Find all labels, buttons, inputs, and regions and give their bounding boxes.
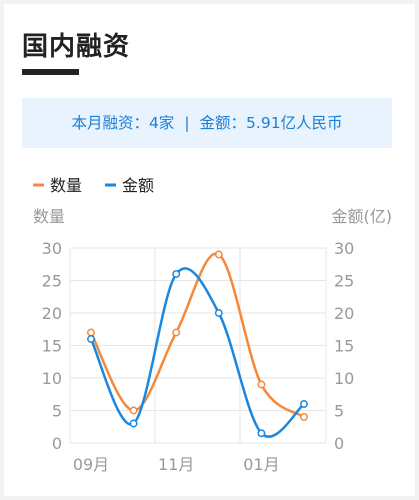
y-tick-left: 30 [42,239,62,258]
data-point-s2-2[interactable] [129,419,138,428]
y-tick-left: 25 [42,272,62,291]
data-point-s1-4[interactable] [214,250,223,259]
y-tick-left: 0 [52,434,62,453]
data-point-s2-6[interactable] [300,400,308,408]
data-point-s2-1[interactable] [87,335,95,343]
legend-label-2: 金额 [122,176,154,195]
data-point-s1-3[interactable] [172,328,181,337]
financing-card [4,4,415,496]
y-tick-right: 20 [334,304,354,323]
data-point-s1-6[interactable] [300,413,308,421]
y-tick-right: 10 [334,369,354,388]
data-point-s1-5[interactable] [257,380,266,389]
data-point-s1-1[interactable] [87,328,95,337]
y-axis-left-title: 数量 [33,207,65,226]
monthly-count-text: 本月融资：4家 [71,114,175,132]
y-axis-right-title: 金额(亿) [332,207,393,226]
series-line-2 [89,267,305,438]
data-point-s2-4[interactable] [214,309,223,317]
y-tick-right: 15 [334,337,354,356]
y-tick-left: 10 [42,369,62,388]
title-underline [22,69,79,75]
y-tick-right: 30 [334,239,354,258]
x-tick-label: 01月 [243,455,279,474]
y-tick-left: 5 [52,402,62,421]
data-point-s1-2[interactable] [129,406,138,415]
summary-banner: 本月融资：4家 | 金额：5.91亿人民币 [22,98,392,148]
data-point-s2-5[interactable] [257,429,266,438]
summary-separator: | [184,114,190,132]
y-tick-right: 5 [334,402,344,421]
y-tick-right: 25 [334,272,354,291]
y-tick-left: 20 [42,304,62,323]
monthly-amount-text: 金额：5.91亿人民币 [199,114,343,132]
legend-label-1: 数量 [50,176,82,195]
x-tick-label: 09月 [73,455,109,474]
data-point-s2-3[interactable] [172,270,181,278]
page-title: 国内融资 [22,32,131,62]
y-tick-right: 0 [334,434,344,453]
x-tick-label: 11月 [158,455,194,474]
y-tick-left: 15 [42,337,62,356]
